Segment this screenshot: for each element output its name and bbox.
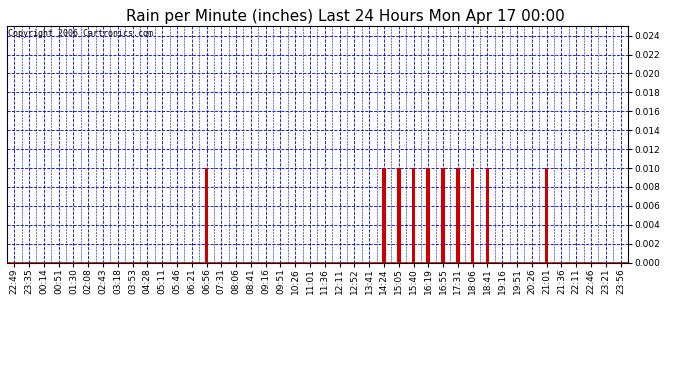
Text: Rain per Minute (inches) Last 24 Hours Mon Apr 17 00:00: Rain per Minute (inches) Last 24 Hours M… [126, 9, 564, 24]
Text: Copyright 2006 Cartronics.com: Copyright 2006 Cartronics.com [8, 28, 153, 38]
Bar [382, 168, 386, 262]
Bar [426, 168, 430, 262]
Bar [471, 168, 475, 262]
Bar [544, 168, 549, 262]
Bar [441, 168, 445, 262]
Bar [412, 168, 415, 262]
Bar [397, 168, 401, 262]
Bar [456, 168, 460, 262]
Bar [205, 168, 208, 262]
Bar [486, 168, 489, 262]
